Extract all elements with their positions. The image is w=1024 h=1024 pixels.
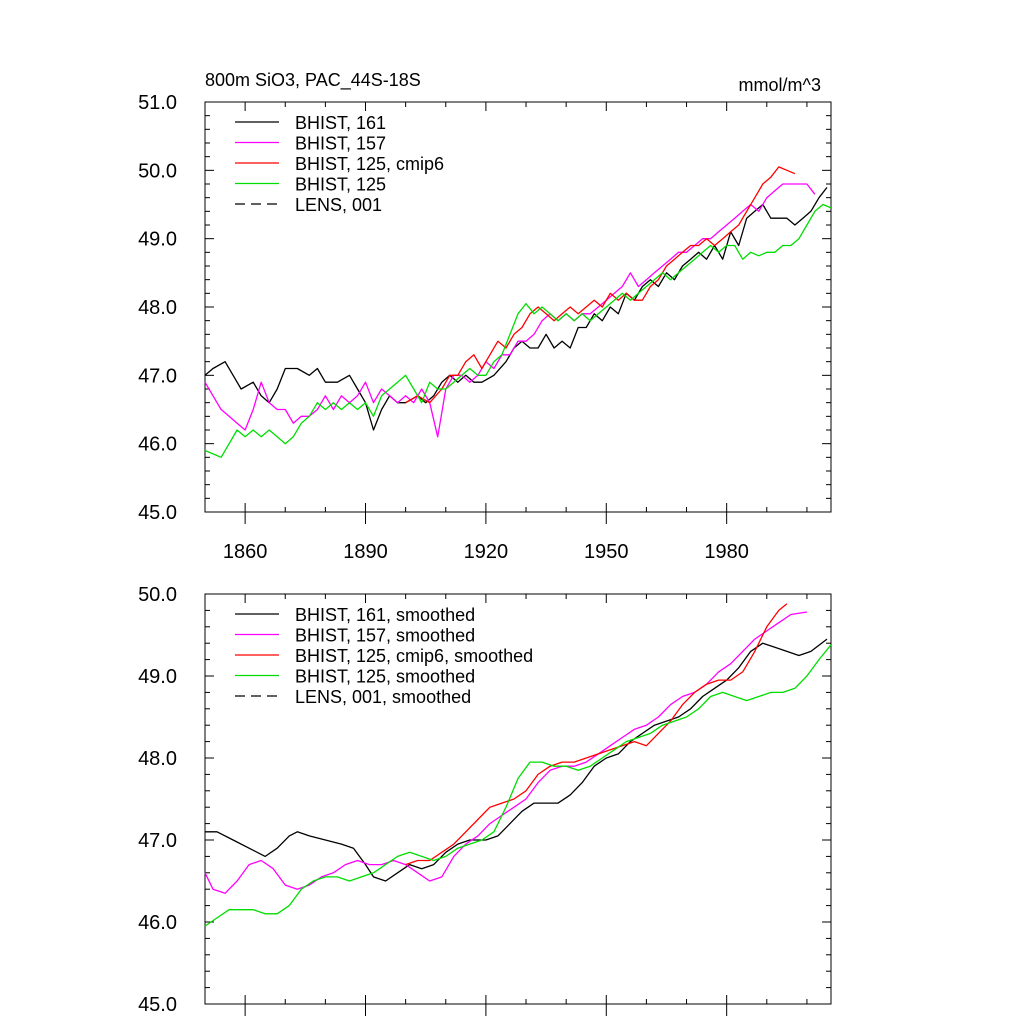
legend-label: BHIST, 157, smoothed: [295, 626, 475, 646]
series-line: [405, 603, 788, 866]
y-tick-label: 49.0: [138, 229, 177, 251]
x-tick-label: 1920: [464, 541, 509, 563]
chart-title: 800m SiO3, PAC_44S-18S: [205, 70, 421, 91]
y-tick-label: 45.0: [138, 502, 177, 524]
units-label: mmol/m^3: [739, 75, 821, 95]
series-line: [204, 183, 816, 438]
y-tick-label: 51.0: [138, 92, 177, 114]
legend-label: BHIST, 161, smoothed: [295, 605, 475, 625]
bottom-panel: 45.0 46.0 47.0 48.0 49.0 50.0 BHIST, 161, smoo…: [138, 584, 832, 1016]
series-line: [205, 638, 828, 882]
legend-label: BHIST, 161: [295, 113, 386, 133]
legend-label: BHIST, 125, cmip6: [295, 154, 444, 174]
series-line: [405, 166, 796, 404]
y-tick-label: 47.0: [138, 365, 177, 387]
plot-frame: [204, 593, 832, 1005]
x-tick-label: 1890: [343, 541, 388, 563]
top-panel: 45.0 46.0 47.0 48.0 49.0 50.0 51.0 1860 1890 1920…: [138, 70, 832, 563]
y-tick-label: 47.0: [138, 830, 177, 852]
y-tick-label: 45.0: [138, 994, 177, 1016]
legend-label: BHIST, 125, smoothed: [295, 667, 475, 687]
x-tick-label: 1980: [704, 541, 749, 563]
legend-label: LENS, 001: [295, 195, 382, 215]
series-line: [204, 203, 832, 458]
y-tick-label: 50.0: [138, 584, 177, 606]
y-tick-label: 46.0: [138, 912, 177, 934]
x-tick-label: 1860: [223, 541, 268, 563]
series-line: [204, 187, 828, 431]
y-tick-label: 48.0: [138, 297, 177, 319]
y-tick-label: 50.0: [138, 160, 177, 182]
y-tick-label: 48.0: [138, 748, 177, 770]
legend-label: BHIST, 125, cmip6, smoothed: [295, 646, 533, 666]
x-tick-label: 1950: [584, 541, 629, 563]
y-tick-label: 46.0: [138, 434, 177, 456]
legend-label: LENS, 001, smoothed: [295, 687, 471, 707]
legend-label: BHIST, 157: [295, 134, 386, 154]
series-line: [204, 644, 832, 927]
legend-label: BHIST, 125: [295, 175, 386, 195]
y-tick-label: 49.0: [138, 666, 177, 688]
